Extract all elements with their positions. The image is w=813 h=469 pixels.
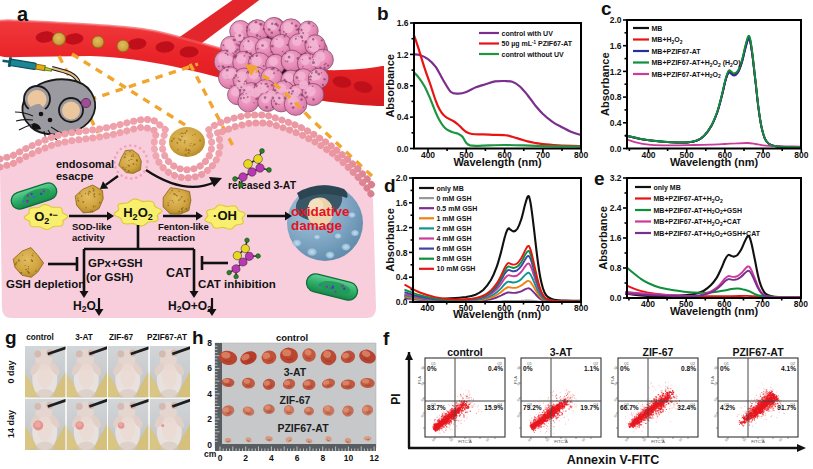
svg-text:8: 8 xyxy=(320,453,325,463)
svg-text:3-AT: 3-AT xyxy=(284,366,307,378)
svg-text:cm: cm xyxy=(204,449,217,459)
svg-text:0: 0 xyxy=(218,453,223,463)
svg-text:6: 6 xyxy=(295,453,300,463)
svg-text:10: 10 xyxy=(344,453,354,463)
svg-text:4: 4 xyxy=(207,389,212,399)
svg-text:6: 6 xyxy=(207,363,212,373)
svg-text:2: 2 xyxy=(207,414,212,424)
svg-text:h: h xyxy=(192,327,204,348)
svg-text:12: 12 xyxy=(369,453,379,463)
svg-text:control: control xyxy=(276,332,308,343)
svg-text:ZIF-67: ZIF-67 xyxy=(280,394,311,406)
svg-text:2: 2 xyxy=(243,453,248,463)
svg-text:0: 0 xyxy=(207,440,212,450)
svg-text:8: 8 xyxy=(207,338,212,348)
svg-text:PZIF67-AT: PZIF67-AT xyxy=(277,422,329,434)
svg-text:4: 4 xyxy=(269,453,274,463)
